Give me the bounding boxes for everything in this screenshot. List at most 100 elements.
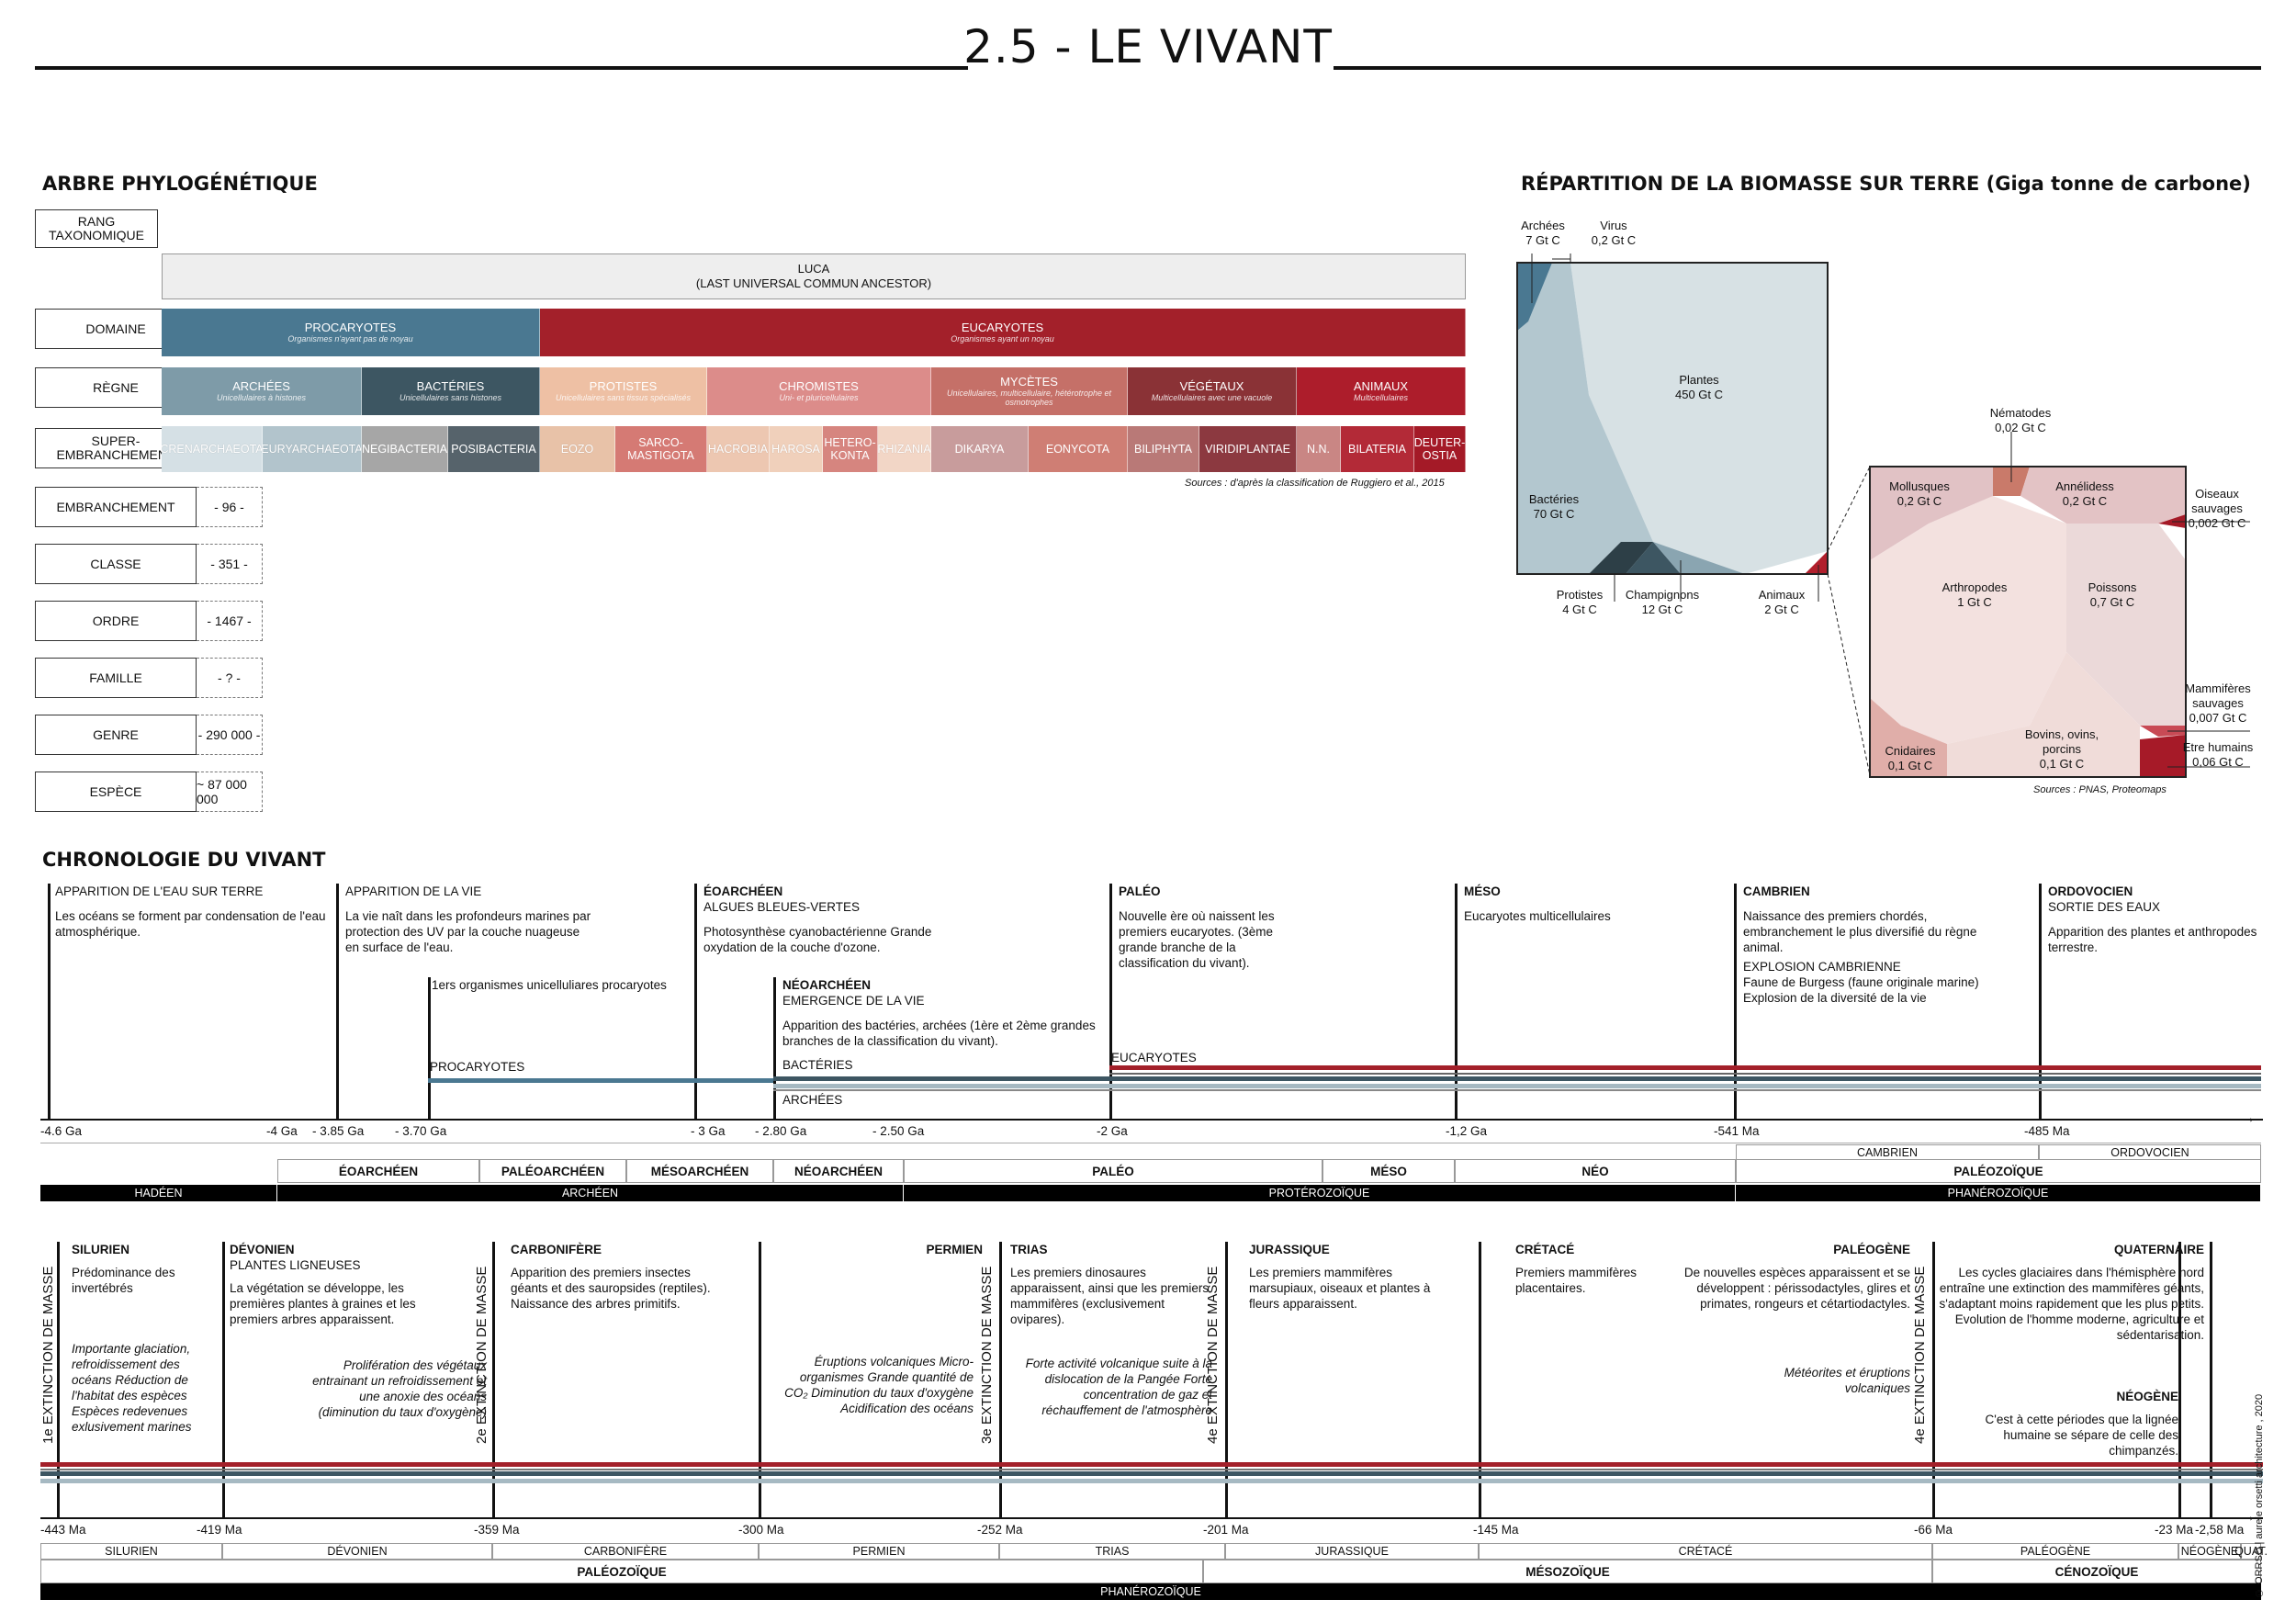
domain-name: EUCARYOTES <box>961 321 1044 334</box>
animal-label-2: Annélidess 0,2 Gt C <box>2039 479 2131 509</box>
rank-7: FAMILLE <box>35 658 197 698</box>
bottom-event-text: Prédominance des invertébrés <box>72 1266 175 1295</box>
animal-label-0: Nématodes 0,02 Gt C <box>1975 406 2066 435</box>
phylum-3: POSIBACTERIA <box>448 426 540 472</box>
extinction-1: 2e EXTINCTION DE MASSE <box>474 1266 490 1444</box>
bottom-line-1 <box>222 1242 225 1517</box>
top-tick-10: -485 Ma <box>2024 1124 2070 1138</box>
top-event-text: Eucaryotes multicellulaires <box>1464 909 1611 923</box>
bottom-period-0: SILURIEN <box>40 1543 222 1560</box>
bottom-tick-0: -443 Ma <box>40 1523 86 1537</box>
animal-label-name: Nématodes <box>1989 406 2052 420</box>
domain-sub: Organismes n'ayant pas de noyau <box>287 334 413 344</box>
top-event-text: Nouvelle ère où naissent les premiers eu… <box>1119 909 1275 970</box>
top-event-line-3 <box>694 884 697 1119</box>
cell-protistes <box>1589 542 1653 574</box>
bottom-period-3: PERMIEN <box>759 1543 999 1560</box>
bottom-eon: PHANÉROZOÏQUE <box>40 1583 2261 1600</box>
copyright: © ORRSO | aurele orsetti architecture , … <box>2254 1393 2265 1598</box>
extinction-4: 4e EXTINCTION DE MASSE <box>1912 1266 1928 1444</box>
top-event-8: ORDOVOCIEN SORTIE DES EAUX Apparition des … <box>2048 884 2259 955</box>
top-period-1: PALÉOARCHÉEN <box>479 1159 626 1183</box>
top-event-title: ÉOARCHÉEN <box>703 884 783 898</box>
top-event-title: ORDOVOCIEN <box>2048 884 2133 898</box>
kingdom-sub: Unicellulaires, multicellulaire, hétérot… <box>946 389 1112 407</box>
bottom-band-light <box>40 1479 2263 1483</box>
top-tick-2: - 3.85 Ga <box>312 1124 365 1138</box>
bottom-band-red <box>40 1462 2263 1467</box>
phylum-10: DIKARYA <box>931 426 1029 472</box>
biomass-label-name: Animaux <box>1758 588 1806 602</box>
top-event-sub: ALGUES BLEUES-VERTES <box>703 900 861 914</box>
bottom-event-text: La végétation se développe, les première… <box>230 1281 416 1326</box>
bottom-note-0: Importante glaciation, refroidissement d… <box>72 1342 192 1434</box>
top-period-2: MÉSOARCHÉEN <box>626 1159 773 1183</box>
domain-1: EUCARYOTES Organismes ayant un noyau <box>540 309 1466 356</box>
kingdom-5: VÉGÉTAUX Multicellulaires avec une vacuol… <box>1128 367 1297 415</box>
cell-archees <box>1517 263 1552 331</box>
top-eon-2: PROTÉROZOÏQUE <box>904 1185 1736 1201</box>
bottom-period-7: PALÉOGÈNE <box>1932 1543 2178 1560</box>
bottom-tick-3: -300 Ma <box>738 1523 784 1537</box>
domain-name: PROCARYOTES <box>304 321 397 334</box>
extinction-0: 1e EXTINCTION DE MASSE <box>40 1266 56 1444</box>
animal-label-name: Mollusques <box>1889 479 1950 493</box>
phylum-6: HACROBIA <box>707 426 770 472</box>
bottom-line-6 <box>1479 1242 1481 1517</box>
bottom-tick-1: -419 Ma <box>197 1523 242 1537</box>
top-tick-0: -4.6 Ga <box>40 1124 83 1138</box>
bottom-tick-8: -23 Ma <box>2155 1523 2194 1537</box>
bottom-era-2: CÉNOZOÏQUE <box>1932 1560 2261 1583</box>
rank-count-8: - 290 000 - <box>197 715 263 755</box>
top-event-line-5 <box>1109 884 1112 1119</box>
biomass-label-6: Animaux 2 Gt C <box>1745 588 1818 617</box>
biomass-label-5: Champignons 12 Gt C <box>1616 588 1708 617</box>
label-archees: ARCHÉES <box>782 1093 843 1107</box>
bottom-event-text: Apparition des premiers insectes géants … <box>511 1266 711 1311</box>
phylum-9: RHIZANIA <box>878 426 931 472</box>
phylum-12: BILIPHYTA <box>1128 426 1199 472</box>
top-period-cambrien: CAMBRIEN <box>1736 1144 2039 1159</box>
top-event-sub: SORTIE DES EAUX <box>2048 900 2161 914</box>
animal-label-3: Oiseaux sauvages 0,002 Gt C <box>2180 487 2254 531</box>
top-event-2: 1ers organismes unicelluliares procaryot… <box>432 977 680 993</box>
phylum-15: BILATERIA <box>1341 426 1414 472</box>
bottom-event-title: JURASSIQUE <box>1249 1243 1330 1256</box>
bottom-event-title: NÉOGÈNE <box>2116 1390 2178 1403</box>
kingdom-name: BACTÉRIES <box>416 379 485 393</box>
bottom-period-5: JURASSIQUE <box>1225 1543 1479 1560</box>
kingdom-name: ANIMAUX <box>1353 379 1409 393</box>
biomass-label-value: 4 Gt C <box>1562 603 1597 616</box>
cell-arthropodes <box>1870 496 2066 744</box>
bottom-event-sub: PLANTES LIGNEUSES <box>230 1258 361 1272</box>
bottom-event-2: CARBONIFÈRE Apparition des premiers insec… <box>511 1242 731 1312</box>
phylum-2: NEGIBACTERIA <box>362 426 448 472</box>
biomass-label-value: 0,2 Gt C <box>1591 233 1637 247</box>
kingdom-sub: Unicellulaires sans tissus spécialisés <box>555 393 692 402</box>
biomass-label-0: Archées 7 Gt C <box>1515 219 1570 248</box>
biomass-label-name: Archées <box>1521 219 1565 232</box>
top-event-text: Photosynthèse cyanobactérienne Grande ox… <box>703 925 932 954</box>
kingdom-sub: Unicellulaires sans histones <box>399 393 502 402</box>
phylo-heading: ARBRE PHYLOGÉNÉTIQUE <box>42 173 318 195</box>
top-event-sub2: EXPLOSION CAMBRIENNE <box>1743 960 1901 974</box>
bottom-line-5 <box>1225 1242 1228 1517</box>
bottom-event-5: JURASSIQUE Les premiers mammifères marsup… <box>1249 1242 1460 1312</box>
phylum-0: CRENARCHAEOTA <box>162 426 263 472</box>
bottom-event-title: PALÉOGÈNE <box>1833 1243 1910 1256</box>
animal-label-value: 0,2 Gt C <box>1896 494 1942 508</box>
top-event-title: NÉOARCHÉEN <box>782 978 872 992</box>
domain-sub: Organismes ayant un noyau <box>951 334 1054 344</box>
cell-champignons2 <box>1653 542 1745 574</box>
phylum-1: EURYARCHAEOTA <box>263 426 362 472</box>
bottom-event-8: QUATERNAIRE Les cycles glaciaires dans l'… <box>1938 1242 2205 1343</box>
label-procaryotes: PROCARYOTES <box>430 1060 525 1074</box>
animal-label-name: Oiseaux sauvages <box>2191 487 2243 515</box>
bottom-tick-2: -359 Ma <box>474 1523 520 1537</box>
bottom-band-grey <box>40 1469 2263 1470</box>
kingdom-0: ARCHÉES Unicellulaires à histones <box>162 367 362 415</box>
bottom-event-text: De nouvelles espèces apparaissent et se … <box>1683 1266 1910 1311</box>
rank-5: CLASSE <box>35 544 197 584</box>
top-tick-4: - 3 Ga <box>691 1124 726 1138</box>
top-tick-8: -1,2 Ga <box>1446 1124 1488 1138</box>
